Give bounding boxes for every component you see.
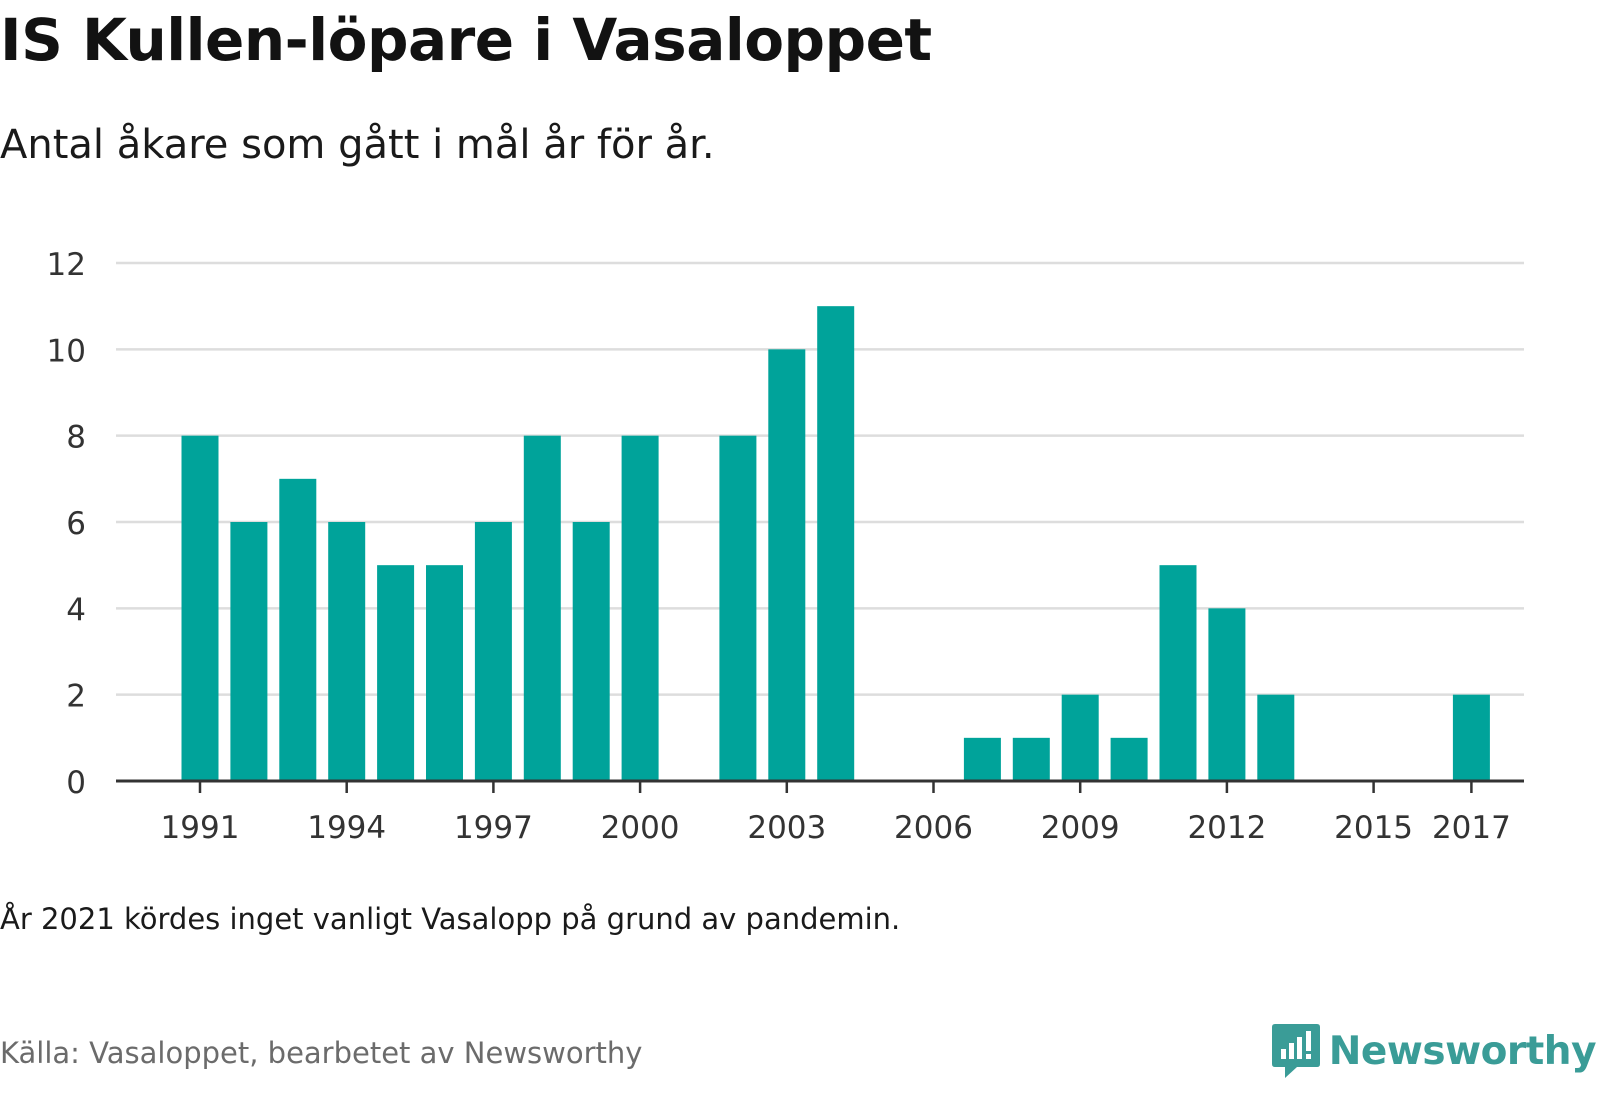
x-tick-label: 1997 (454, 810, 533, 846)
bar (474, 522, 512, 781)
bar-chart: 0 2 4 6 8 10 12 1991 1994 1997 2000 2003 2006 2009 20… (47, 247, 1524, 846)
bar (1012, 737, 1050, 781)
y-tick-label: 2 (66, 679, 86, 715)
bar (523, 435, 561, 781)
y-tick-label: 12 (47, 247, 86, 283)
newsworthy-logo-icon (1271, 1024, 1320, 1078)
x-tick-label: 2000 (601, 810, 680, 846)
chart-note: År 2021 kördes inget vanligt Vasalopp på… (0, 902, 901, 936)
bar (1452, 694, 1490, 781)
bar (963, 737, 1001, 781)
chart-subtitle: Antal åkare som gått i mål år för år. (0, 122, 715, 168)
bar (1159, 565, 1197, 781)
bar (1061, 694, 1099, 781)
bar (426, 565, 463, 781)
y-tick-label: 0 (66, 765, 86, 801)
x-tick-label: 2015 (1334, 810, 1413, 846)
x-tick-label: 2009 (1041, 810, 1120, 846)
bar (817, 306, 855, 781)
bars (181, 306, 1490, 781)
x-tick-label: 1994 (307, 810, 386, 846)
x-tick-label: 2012 (1187, 810, 1266, 846)
bar (1110, 737, 1148, 781)
x-axis: 1991 1994 1997 2000 2003 2006 2009 2012 2015 2017 (116, 779, 1524, 846)
x-tick-label: 2017 (1432, 810, 1511, 846)
brand-name: Newsworthy (1328, 1028, 1597, 1074)
chart-title: IS Kullen-löpare i Vasaloppet (0, 6, 932, 74)
y-tick-label: 10 (47, 333, 86, 369)
x-tick-label: 2006 (894, 810, 973, 846)
bar (768, 349, 806, 781)
y-tick-label: 4 (66, 592, 86, 628)
y-tick-label: 8 (66, 420, 86, 456)
brand-logo: Newsworthy (1271, 1022, 1597, 1080)
bar (230, 522, 268, 781)
y-axis-ticks: 0 2 4 6 8 10 12 (47, 247, 86, 801)
y-tick-label: 6 (66, 506, 86, 542)
bar (377, 565, 415, 781)
x-tick-label: 1991 (161, 810, 240, 846)
bar (1208, 608, 1246, 781)
bar (181, 435, 219, 781)
bar (572, 522, 610, 781)
bar (1257, 694, 1295, 781)
bar (719, 435, 757, 781)
bar (279, 478, 317, 781)
bar (621, 435, 659, 781)
source-credit: Källa: Vasaloppet, bearbetet av Newswort… (0, 1036, 643, 1070)
x-tick-label: 2003 (747, 810, 826, 846)
bar (328, 522, 366, 781)
